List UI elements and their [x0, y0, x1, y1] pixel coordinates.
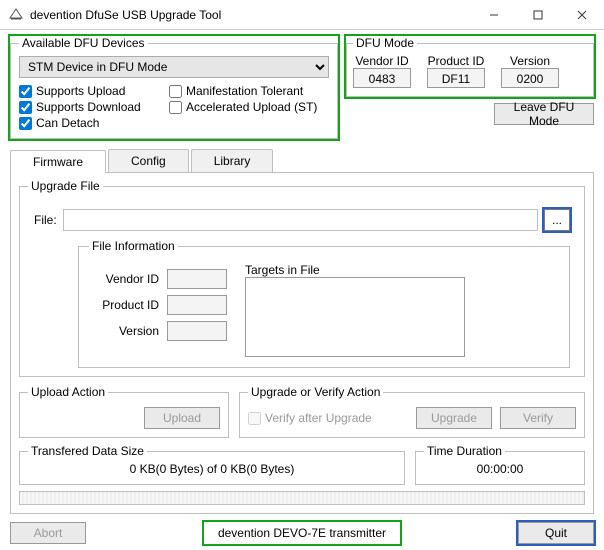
transferred-data-value: 0 KB(0 Bytes) of 0 KB(0 Bytes) [28, 462, 396, 476]
supports-download-checkbox[interactable]: Supports Download [19, 100, 169, 114]
upload-action-group: Upload Action Upload [19, 385, 229, 438]
file-information-group: File Information Vendor ID Product ID Ve… [78, 239, 570, 368]
available-devices-group: Available DFU Devices STM Device in DFU … [10, 36, 338, 139]
quit-button[interactable]: Quit [518, 522, 594, 544]
time-duration-group: Time Duration 00:00:00 [415, 444, 585, 485]
targets-listbox[interactable] [245, 277, 465, 357]
file-version-label: Version [89, 324, 159, 338]
minimize-button[interactable] [472, 0, 516, 30]
tab-library[interactable]: Library [191, 149, 274, 172]
file-information-legend: File Information [89, 239, 178, 253]
time-duration-value: 00:00:00 [424, 462, 576, 476]
browse-button[interactable]: ... [544, 209, 570, 231]
window-title: devention DfuSe USB Upgrade Tool [30, 8, 472, 22]
tab-firmware[interactable]: Firmware [10, 150, 106, 173]
available-devices-legend: Available DFU Devices [19, 36, 148, 50]
file-vendor-value [167, 269, 227, 289]
version-display: Version 0200 [501, 54, 559, 88]
device-status-label: devention DEVO-7E transmitter [204, 522, 400, 544]
upgrade-file-legend: Upgrade File [28, 179, 103, 193]
dfu-mode-legend: DFU Mode [353, 36, 417, 50]
tab-body: Upgrade File File: ... File Information … [10, 172, 594, 514]
upgrade-verify-action-group: Upgrade or Verify Action Verify after Up… [239, 385, 585, 438]
titlebar: devention DfuSe USB Upgrade Tool [0, 0, 604, 30]
maximize-button[interactable] [516, 0, 560, 30]
upgrade-button[interactable]: Upgrade [416, 407, 492, 429]
tab-strip: Firmware Config Library [10, 149, 594, 172]
upload-action-legend: Upload Action [28, 385, 108, 399]
file-product-label: Product ID [89, 298, 159, 312]
upgrade-verify-legend: Upgrade or Verify Action [248, 385, 383, 399]
verify-button[interactable]: Verify [500, 407, 576, 429]
targets-label: Targets in File [245, 263, 465, 277]
time-duration-legend: Time Duration [424, 444, 505, 458]
product-id-display: Product ID DF11 [427, 54, 485, 88]
manifestation-tolerant-checkbox[interactable]: Manifestation Tolerant [169, 84, 329, 98]
verify-after-upgrade-checkbox[interactable]: Verify after Upgrade [248, 411, 372, 425]
file-path-input[interactable] [63, 209, 538, 231]
transferred-data-group: Transfered Data Size 0 KB(0 Bytes) of 0 … [19, 444, 405, 485]
file-vendor-label: Vendor ID [89, 272, 159, 286]
can-detach-checkbox[interactable]: Can Detach [19, 116, 169, 130]
file-label: File: [34, 213, 57, 227]
upgrade-file-group: Upgrade File File: ... File Information … [19, 179, 585, 377]
file-version-value [167, 321, 227, 341]
file-product-value [167, 295, 227, 315]
tab-config[interactable]: Config [108, 149, 189, 172]
device-select[interactable]: STM Device in DFU Mode [19, 56, 329, 78]
progress-bar [19, 491, 585, 505]
supports-upload-checkbox[interactable]: Supports Upload [19, 84, 169, 98]
abort-button[interactable]: Abort [10, 522, 86, 544]
accelerated-upload-checkbox[interactable]: Accelerated Upload (ST) [169, 100, 329, 114]
dfu-mode-group: DFU Mode Vendor ID 0483 Product ID DF11 … [346, 36, 594, 97]
leave-dfu-mode-button[interactable]: Leave DFU Mode [494, 103, 594, 125]
transferred-data-legend: Transfered Data Size [28, 444, 147, 458]
close-button[interactable] [560, 0, 604, 30]
upload-button[interactable]: Upload [144, 407, 220, 429]
app-icon [8, 7, 24, 23]
vendor-id-display: Vendor ID 0483 [353, 54, 411, 88]
